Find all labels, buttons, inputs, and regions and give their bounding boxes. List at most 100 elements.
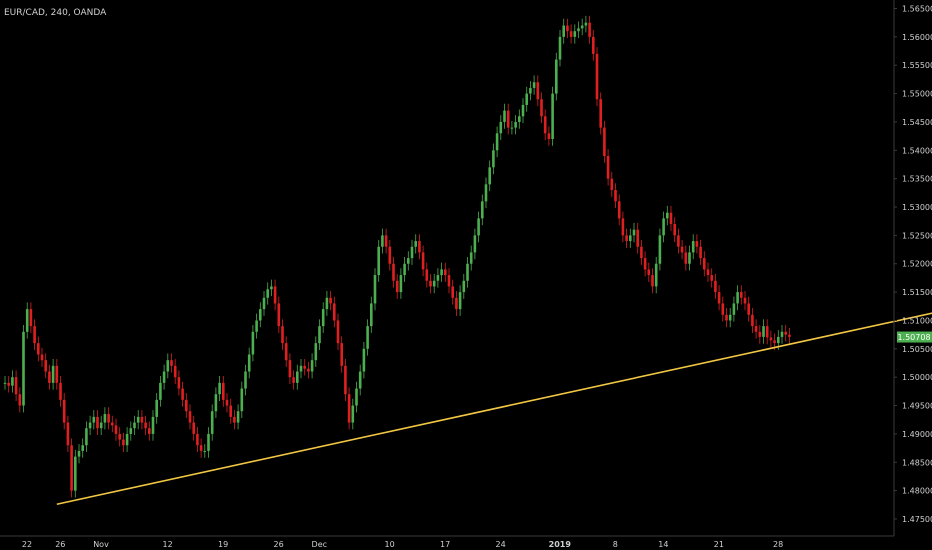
candle-body	[77, 450, 81, 457]
candle-body	[133, 422, 136, 429]
candle-body	[188, 411, 192, 423]
candle-body	[62, 399, 66, 423]
candle-body	[695, 241, 699, 247]
time-tick-label: 12	[163, 540, 173, 549]
candle-body	[643, 258, 647, 270]
last-price-tag	[897, 331, 932, 343]
candle-body	[732, 303, 736, 315]
candle-body	[421, 252, 425, 270]
time-tick-label: 14	[658, 540, 668, 549]
candle-body	[48, 371, 51, 383]
candle-body	[499, 121, 503, 134]
price-axis[interactable]: 1.56500 1.56000 1.55500 1.55000 1.54500 1.540…	[894, 5, 932, 524]
candle-body	[303, 365, 306, 369]
candle-body	[222, 382, 225, 400]
candle-body	[640, 246, 643, 259]
candle-body	[333, 303, 336, 321]
candle-body	[592, 36, 595, 54]
candle-body	[288, 360, 292, 378]
candle-body	[159, 382, 162, 400]
candle-body	[262, 297, 266, 310]
candle-body	[281, 326, 284, 344]
candle-body	[25, 309, 29, 332]
candle-body	[366, 326, 369, 349]
candle-body	[277, 303, 281, 327]
price-tick-label: 1.56500	[902, 5, 932, 14]
candle-body	[384, 235, 388, 247]
candle-body	[351, 405, 355, 423]
candle-body	[551, 93, 554, 139]
candle-body	[536, 82, 540, 100]
time-axis[interactable]: 22 26 Nov 12 19 26 Dec 10 17 24 2019 8 14 21 28	[22, 540, 783, 549]
candle-body	[621, 218, 625, 236]
candle-body	[225, 399, 229, 406]
candle-body	[11, 377, 14, 386]
candle-body	[458, 292, 462, 310]
candle-body	[155, 399, 158, 417]
candle-body	[177, 377, 181, 389]
price-tick-label: 1.53500	[902, 175, 932, 184]
time-tick-label: Dec	[312, 540, 327, 549]
candle-body	[144, 422, 147, 429]
candle-body	[321, 309, 325, 327]
candle-body	[447, 275, 451, 287]
candle-body	[569, 31, 573, 37]
candle-body	[14, 377, 18, 395]
time-tick-label: 17	[440, 540, 450, 549]
candle-body	[514, 121, 517, 128]
candle-body	[488, 167, 491, 185]
candle-body	[666, 212, 669, 219]
candle-body	[192, 422, 195, 434]
candle-body	[580, 25, 584, 29]
candle-body	[196, 433, 199, 446]
last-price-label: 1.50708	[897, 333, 930, 342]
candle-body	[684, 252, 688, 264]
candle-body	[658, 235, 662, 264]
candle-body	[210, 411, 214, 434]
candle-body	[59, 382, 62, 400]
candle-body	[418, 241, 421, 253]
candle-body	[436, 275, 440, 281]
candle-body	[728, 314, 732, 321]
candle-body	[762, 326, 765, 337]
candle-body	[244, 371, 247, 389]
candle-body	[7, 382, 10, 386]
time-tick-label: 24	[496, 540, 506, 549]
candle-body	[296, 371, 299, 383]
candle-body	[680, 246, 684, 253]
time-tick-label: 26	[274, 540, 284, 549]
candle-body	[266, 289, 269, 298]
trendline[interactable]	[56, 312, 932, 506]
candle-body	[111, 422, 114, 426]
time-tick-label: 21	[714, 540, 724, 549]
candle-body	[255, 320, 258, 332]
candle-body	[555, 59, 558, 94]
price-tick-label: 1.49000	[902, 430, 932, 439]
candle-body	[610, 178, 614, 191]
candle-body	[310, 360, 314, 372]
candle-body	[51, 365, 55, 383]
candle-body	[673, 224, 676, 236]
candle-body	[647, 269, 651, 276]
candle-body	[455, 297, 458, 310]
candle-body	[440, 269, 443, 276]
price-tick-label: 1.49500	[902, 402, 932, 411]
candle-body	[751, 314, 754, 327]
candle-body	[573, 31, 577, 37]
candle-body	[699, 246, 702, 259]
candle-body	[691, 241, 695, 253]
candle-body	[299, 365, 303, 372]
candle-body	[214, 394, 218, 412]
candle-body	[355, 388, 358, 406]
candle-body	[344, 365, 347, 395]
candle-body	[181, 388, 184, 400]
candle-body	[662, 218, 665, 236]
price-tick-label: 1.51000	[902, 316, 932, 325]
candle-body	[769, 337, 773, 341]
candle-body	[773, 340, 776, 344]
candle-body	[477, 218, 480, 236]
candle-body	[562, 25, 565, 37]
candle-body	[162, 371, 166, 383]
